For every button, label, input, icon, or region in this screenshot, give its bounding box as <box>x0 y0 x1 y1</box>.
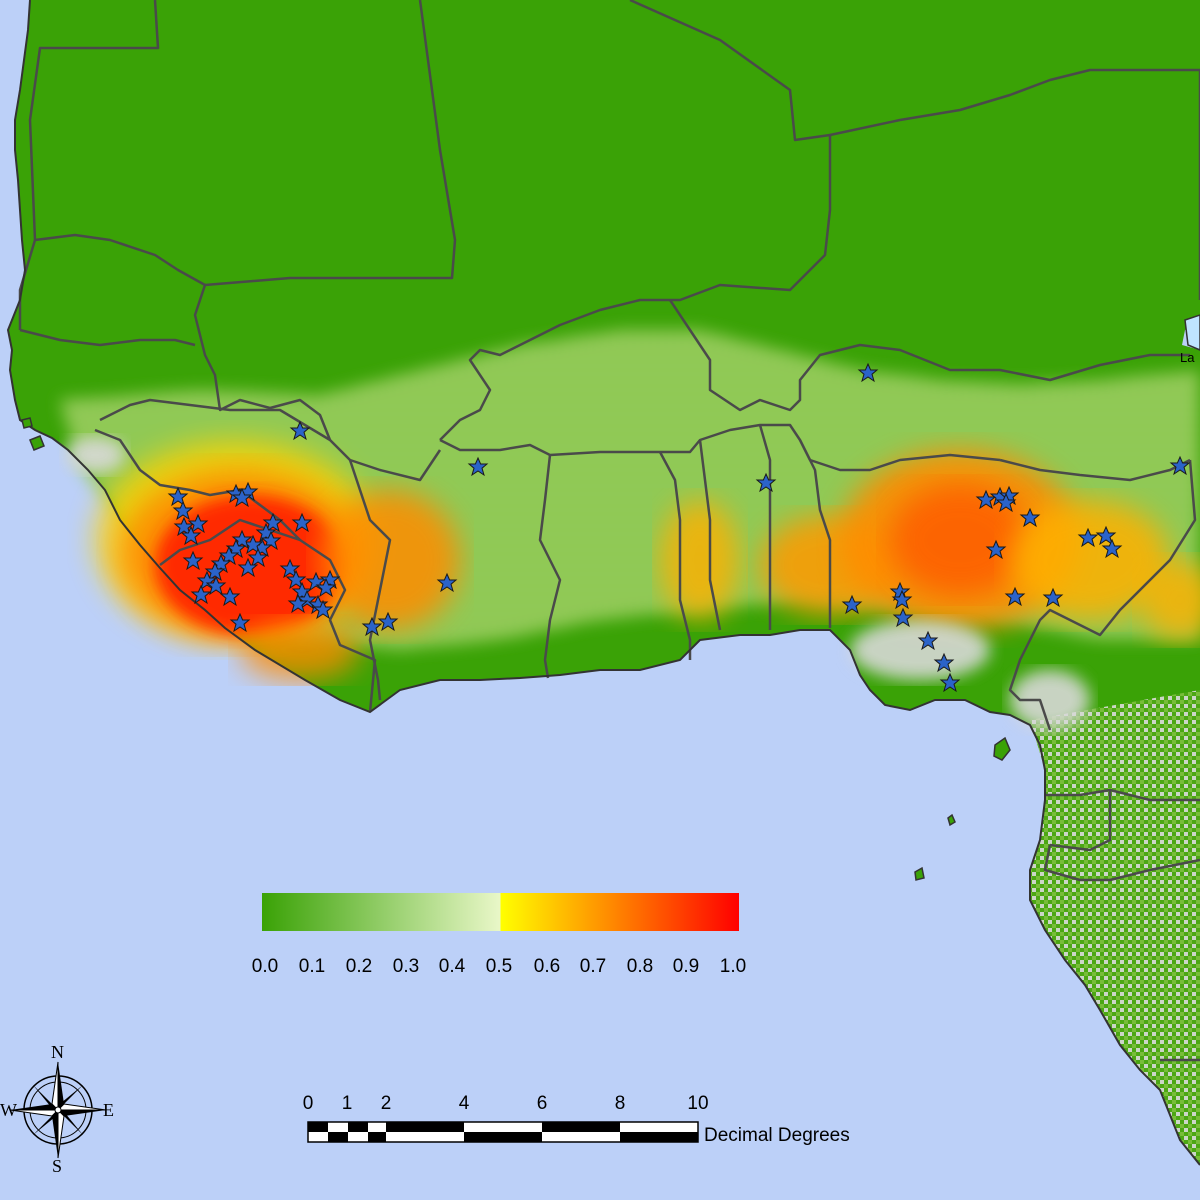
grey-area <box>65 437 1090 730</box>
legend-tick: 1.0 <box>719 956 747 977</box>
legend-tick: 0.2 <box>345 956 373 977</box>
scale-tick: 4 <box>458 1093 470 1114</box>
legend-colorbar <box>262 893 739 931</box>
country-borders <box>18 0 1200 1062</box>
legend-tick: 0.3 <box>392 956 420 977</box>
scale-tick: 0 <box>302 1093 314 1114</box>
coastline <box>6 0 1200 1166</box>
legend-tick: 0.5 <box>485 956 513 977</box>
legend-tick: 0.1 <box>298 956 326 977</box>
scale-tick: 2 <box>380 1093 392 1114</box>
legend-tick: 0.6 <box>533 956 561 977</box>
scale-unit-label: Decimal Degrees <box>704 1125 850 1146</box>
compass-south: S <box>52 1156 63 1176</box>
legend-tick: 0.4 <box>438 956 466 977</box>
legend-tick: 0.8 <box>626 956 654 977</box>
scale-tick: 1 <box>341 1093 353 1114</box>
compass-north: N <box>51 1042 64 1062</box>
compass-west: W <box>0 1100 17 1120</box>
legend-tick: 0.7 <box>579 956 607 977</box>
legend-tick: 0.9 <box>672 956 700 977</box>
scale-tick: 6 <box>536 1093 548 1114</box>
islands <box>21 417 1011 881</box>
vegetation-zone-south <box>1030 690 1200 1165</box>
scale-tick: 8 <box>614 1093 626 1114</box>
legend-tick: 0.0 <box>251 956 279 977</box>
compass-east: E <box>103 1100 114 1120</box>
compass-rose-icon <box>9 1061 107 1159</box>
scale-tick: 10 <box>687 1093 709 1114</box>
scale-bar <box>307 1121 699 1143</box>
lake <box>1184 314 1200 351</box>
place-label: La <box>1180 350 1195 365</box>
